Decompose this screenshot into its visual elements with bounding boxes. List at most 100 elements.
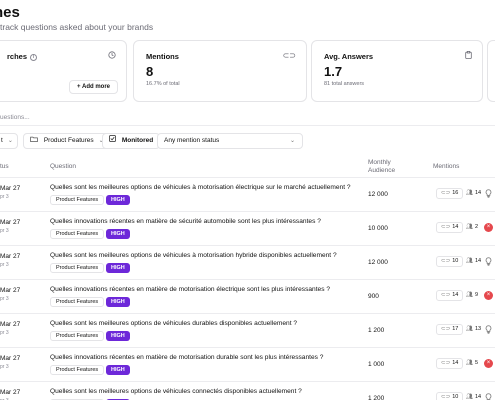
page-subtitle: track questions asked about your brands <box>0 22 154 32</box>
monitored-toggle[interactable]: Monitored <box>102 133 161 149</box>
category-tag: Product Features <box>50 195 105 205</box>
chevron-down-icon: ⌄ <box>7 138 13 144</box>
row-date: Mar 27 <box>0 389 21 396</box>
column-header-status[interactable]: tus <box>0 163 9 170</box>
row-question[interactable]: Quelles innovations récentes en matière … <box>50 354 324 361</box>
link-mentions[interactable]: ⊂⊃ 14 <box>436 358 464 369</box>
close-icon[interactable]: × <box>484 291 493 300</box>
row-date: Mar 27 <box>0 219 21 226</box>
link-icon: ⊂⊃ <box>441 326 451 332</box>
mention-status-select[interactable]: Any mention status ⌄ <box>157 133 303 149</box>
column-header-question[interactable]: Question <box>50 163 77 170</box>
people-count: 2 <box>474 224 479 230</box>
row-question[interactable]: Quelles innovations récentes en matière … <box>50 286 331 293</box>
link-icon: ⊂⊃ <box>441 190 451 196</box>
link-count: 14 <box>452 360 459 366</box>
add-more-button[interactable]: + Add more <box>69 80 118 94</box>
table-row[interactable]: Mar 27 pr 3 Quelles innovations récentes e… <box>0 211 495 245</box>
avg-answers-card: Avg. Answers 1.7 81 total answers <box>311 40 483 102</box>
people-icon: 👥︎ <box>466 360 473 366</box>
link-count: 16 <box>452 190 459 196</box>
link-mentions[interactable]: ⊂⊃ 14 <box>436 290 464 301</box>
info-icon: i <box>30 54 38 61</box>
people-mentions[interactable]: 👥︎ 13 <box>466 325 481 334</box>
table-row[interactable]: Mar 27 pr 3 Quelles sont les meilleures op… <box>0 313 495 347</box>
link-mentions[interactable]: ⊂⊃ 17 <box>436 324 464 335</box>
filter-first[interactable]: t ⌄ <box>0 133 18 149</box>
people-count: 14 <box>474 190 482 196</box>
lightbulb-icon[interactable] <box>484 257 493 266</box>
category-tag: Product Features <box>50 297 105 307</box>
table-row[interactable]: Mar 27 pr 3 Quelles innovations récentes e… <box>0 279 495 313</box>
people-icon: 👥︎ <box>466 224 473 230</box>
row-question[interactable]: Quelles sont les meilleures options de v… <box>50 184 351 191</box>
column-header-audience[interactable]: Monthly Audience <box>368 159 395 175</box>
row-date-sub: pr 3 <box>0 228 9 234</box>
table-row[interactable]: Mar 27 pr 3 Quelles innovations récentes e… <box>0 347 495 381</box>
lightbulb-icon[interactable] <box>484 189 493 198</box>
link-mentions[interactable]: ⊂⊃ 14 <box>436 222 464 233</box>
card-sub: 16.7% of total <box>146 81 180 87</box>
search-input[interactable]: uestions... <box>0 114 30 121</box>
card-sub: 81 total answers <box>324 81 365 87</box>
row-date-sub: pr 3 <box>0 330 9 336</box>
lightbulb-icon[interactable] <box>484 325 493 334</box>
people-mentions[interactable]: 👥︎ 14 <box>466 257 481 266</box>
link-mentions[interactable]: ⊂⊃ 10 <box>436 392 464 400</box>
people-mentions[interactable]: 👥︎ 14 <box>466 393 481 400</box>
card-title-text: rches <box>7 52 28 61</box>
priority-badge: HIGH <box>106 229 130 239</box>
row-date-sub: pr 3 <box>0 262 9 268</box>
priority-badge: HIGH <box>106 263 130 273</box>
link-count: 14 <box>452 224 459 230</box>
row-audience: 1 200 <box>368 327 385 334</box>
link-icon: ⊂⊃ <box>282 51 296 60</box>
table-row[interactable]: Mar 27 pr 3 Quelles sont les meilleures op… <box>0 177 495 211</box>
row-question[interactable]: Quelles innovations récentes en matière … <box>50 218 321 225</box>
monitored-label: Monitored <box>121 137 154 144</box>
link-count: 14 <box>452 292 459 298</box>
row-date: Mar 27 <box>0 355 21 362</box>
link-icon: ⊂⊃ <box>441 258 451 264</box>
page-title: nes <box>0 4 20 21</box>
row-question[interactable]: Quelles sont les meilleures options de v… <box>50 320 298 327</box>
people-icon: 👥︎ <box>466 190 473 196</box>
link-icon: ⊂⊃ <box>441 292 451 298</box>
row-question[interactable]: Quelles sont les meilleures options de v… <box>50 252 337 259</box>
people-count: 9 <box>474 292 479 298</box>
category-tag: Product Features <box>50 365 105 375</box>
row-date-sub: pr 3 <box>0 296 9 302</box>
clipboard-icon <box>465 51 472 61</box>
people-count: 14 <box>474 394 482 400</box>
category-filter[interactable]: Product Features ⌄ <box>23 133 111 149</box>
link-mentions[interactable]: ⊂⊃ 10 <box>436 256 464 267</box>
mention-status-label: Any mention status <box>164 137 220 144</box>
table-row[interactable]: Mar 27 pr 3 Quelles sont les meilleures op… <box>0 245 495 279</box>
people-mentions[interactable]: 👥︎ 14 <box>466 189 481 198</box>
close-icon[interactable]: × <box>484 359 493 368</box>
searches-card: rches i + Add more <box>0 40 127 102</box>
people-mentions[interactable]: 👥︎ 5 <box>466 359 478 368</box>
people-mentions[interactable]: 👥︎ 9 <box>466 291 478 300</box>
row-question[interactable]: Quelles sont les meilleures options de v… <box>50 388 302 395</box>
people-mentions[interactable]: 👥︎ 2 <box>466 223 478 232</box>
lightbulb-icon[interactable] <box>484 393 493 400</box>
row-date-sub: pr 3 <box>0 194 9 200</box>
card-value: 1.7 <box>324 64 343 79</box>
clock-icon <box>108 51 116 61</box>
close-icon[interactable]: × <box>484 223 493 232</box>
category-tag: Product Features <box>50 331 105 341</box>
link-mentions[interactable]: ⊂⊃ 16 <box>436 188 464 199</box>
row-audience: 10 000 <box>368 225 388 232</box>
people-count: 13 <box>474 326 482 332</box>
chevron-down-icon: ⌄ <box>99 138 104 144</box>
column-header-mentions[interactable]: Mentions <box>433 163 460 170</box>
people-count: 5 <box>474 360 479 366</box>
table-row[interactable]: Mar 27 pr 3 Quelles sont les meilleures op… <box>0 381 495 400</box>
people-icon: 👥︎ <box>466 326 473 332</box>
row-audience: 1 000 <box>368 361 385 368</box>
card-title: Avg. Answers <box>324 52 374 61</box>
checkbox-icon <box>109 135 118 144</box>
extra-card <box>487 40 495 102</box>
row-date-sub: pr 3 <box>0 398 9 400</box>
